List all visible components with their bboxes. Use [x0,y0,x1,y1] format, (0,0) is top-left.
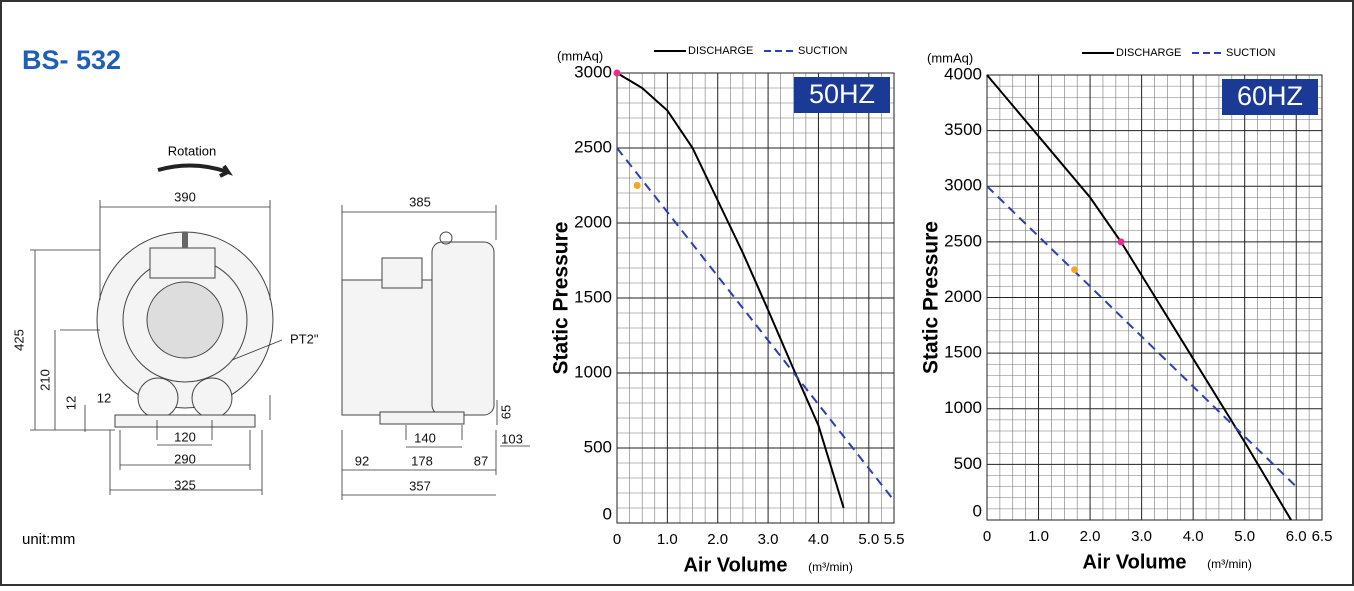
lug [182,232,188,248]
dim: 65 [498,405,513,419]
terminal-box [381,257,423,289]
highlight-point [1071,266,1079,274]
x-tick-label: 1.0 [657,531,678,548]
y-tick-label: 3500 [944,120,982,139]
y-tick-label: 0 [973,501,982,520]
side-view: 385 65 140 103 92 178 87 357 [341,194,530,500]
dim: 385 [409,194,431,209]
y-tick-label: 2500 [574,137,612,156]
y-tick-label: 500 [584,437,612,456]
dim: 210 [37,369,52,391]
port-left [137,377,179,419]
y-tick-label: 2000 [944,287,982,306]
y-tick-label: 1500 [944,343,982,362]
y-tick-label: 2500 [944,231,982,250]
base [114,414,256,428]
highlight-point [613,69,621,77]
x-unit: (m³/min) [808,560,853,574]
y-tick-label: 4000 [944,64,982,83]
cover [149,247,216,279]
blower-housing [431,241,495,416]
dim: 178 [411,453,433,468]
dim: 92 [355,453,369,468]
x-tick-label: 3.0 [758,531,779,548]
y-tick-label: 2000 [574,212,612,231]
port-label: PT2" [290,331,319,346]
x-axis-label: Air Volume [683,554,787,576]
x-tick-label: 2.0 [707,531,728,548]
x-unit: (m³/min) [1207,557,1252,571]
y-tick-label: 3000 [574,62,612,81]
x-tick-label: 0 [983,528,991,545]
x-tick-label: 4.0 [808,531,829,548]
legend-label: SUCTION [798,45,848,57]
front-view: Rotation 390 425 210 12 12 120 290 325 P… [11,143,319,495]
y-axis-label: Static Pressure [920,221,943,374]
x-tick-label: 1.0 [1028,528,1049,545]
unit-note: unit:mm [22,531,75,548]
rotation-label: Rotation [168,143,216,158]
port-right [191,377,233,419]
dim: 357 [409,478,431,493]
y-tick-label: 1000 [574,362,612,381]
x-tick-label: 2.0 [1080,528,1101,545]
series-line [986,185,1297,488]
dim: 325 [174,477,196,492]
dim: 87 [474,453,488,468]
y-unit: (mmAq) [557,48,603,63]
highlight-point [1117,238,1125,246]
y-axis-label: Static Pressure [550,222,573,375]
x-tick-label: 5.0 [1234,528,1255,545]
dim: 103 [501,431,523,446]
legend-label: DISCHARGE [1116,47,1181,59]
y-unit: (mmAq) [927,50,973,65]
x-tick-label: 6.5 [1312,528,1333,545]
x-axis-label: Air Volume [1082,551,1186,573]
dimension-lines [341,205,530,500]
x-tick-label: 0 [613,531,621,548]
badge: 60HZ [1237,81,1303,111]
highlight-point [633,182,641,189]
x-tick-label: 3.0 [1131,528,1152,545]
dim: 290 [174,451,196,466]
motor [341,279,435,416]
x-tick-label: 4.0 [1183,528,1204,545]
lug [439,231,453,245]
dim: 12 [63,396,78,410]
legend-label: SUCTION [1226,47,1276,59]
badge: 50HZ [809,79,875,109]
fan-hub [146,281,224,359]
legend-label: DISCHARGE [688,45,753,57]
badge-bg [794,77,890,113]
dim: 425 [11,329,26,351]
x-tick-label: 6.0 [1286,528,1307,545]
base [379,411,465,425]
dimension-lines [30,200,283,495]
y-tick-label: 1500 [574,287,612,306]
y-tick-label: 500 [954,454,982,473]
y-tick-label: 3000 [944,176,982,195]
rotation-arrow [157,163,233,178]
x-tick-label: 5.0 [858,531,879,548]
series-line [616,72,845,509]
y-tick-label: 0 [603,504,612,523]
dim: 390 [174,189,196,204]
model-title: BS- 532 [22,45,121,75]
dim: 12 [97,390,111,405]
y-tick-label: 1000 [944,398,982,417]
badge-bg [1222,79,1318,115]
x-tick-label: 5.5 [884,531,905,548]
dim: 120 [174,429,196,444]
dim: 140 [414,430,436,445]
